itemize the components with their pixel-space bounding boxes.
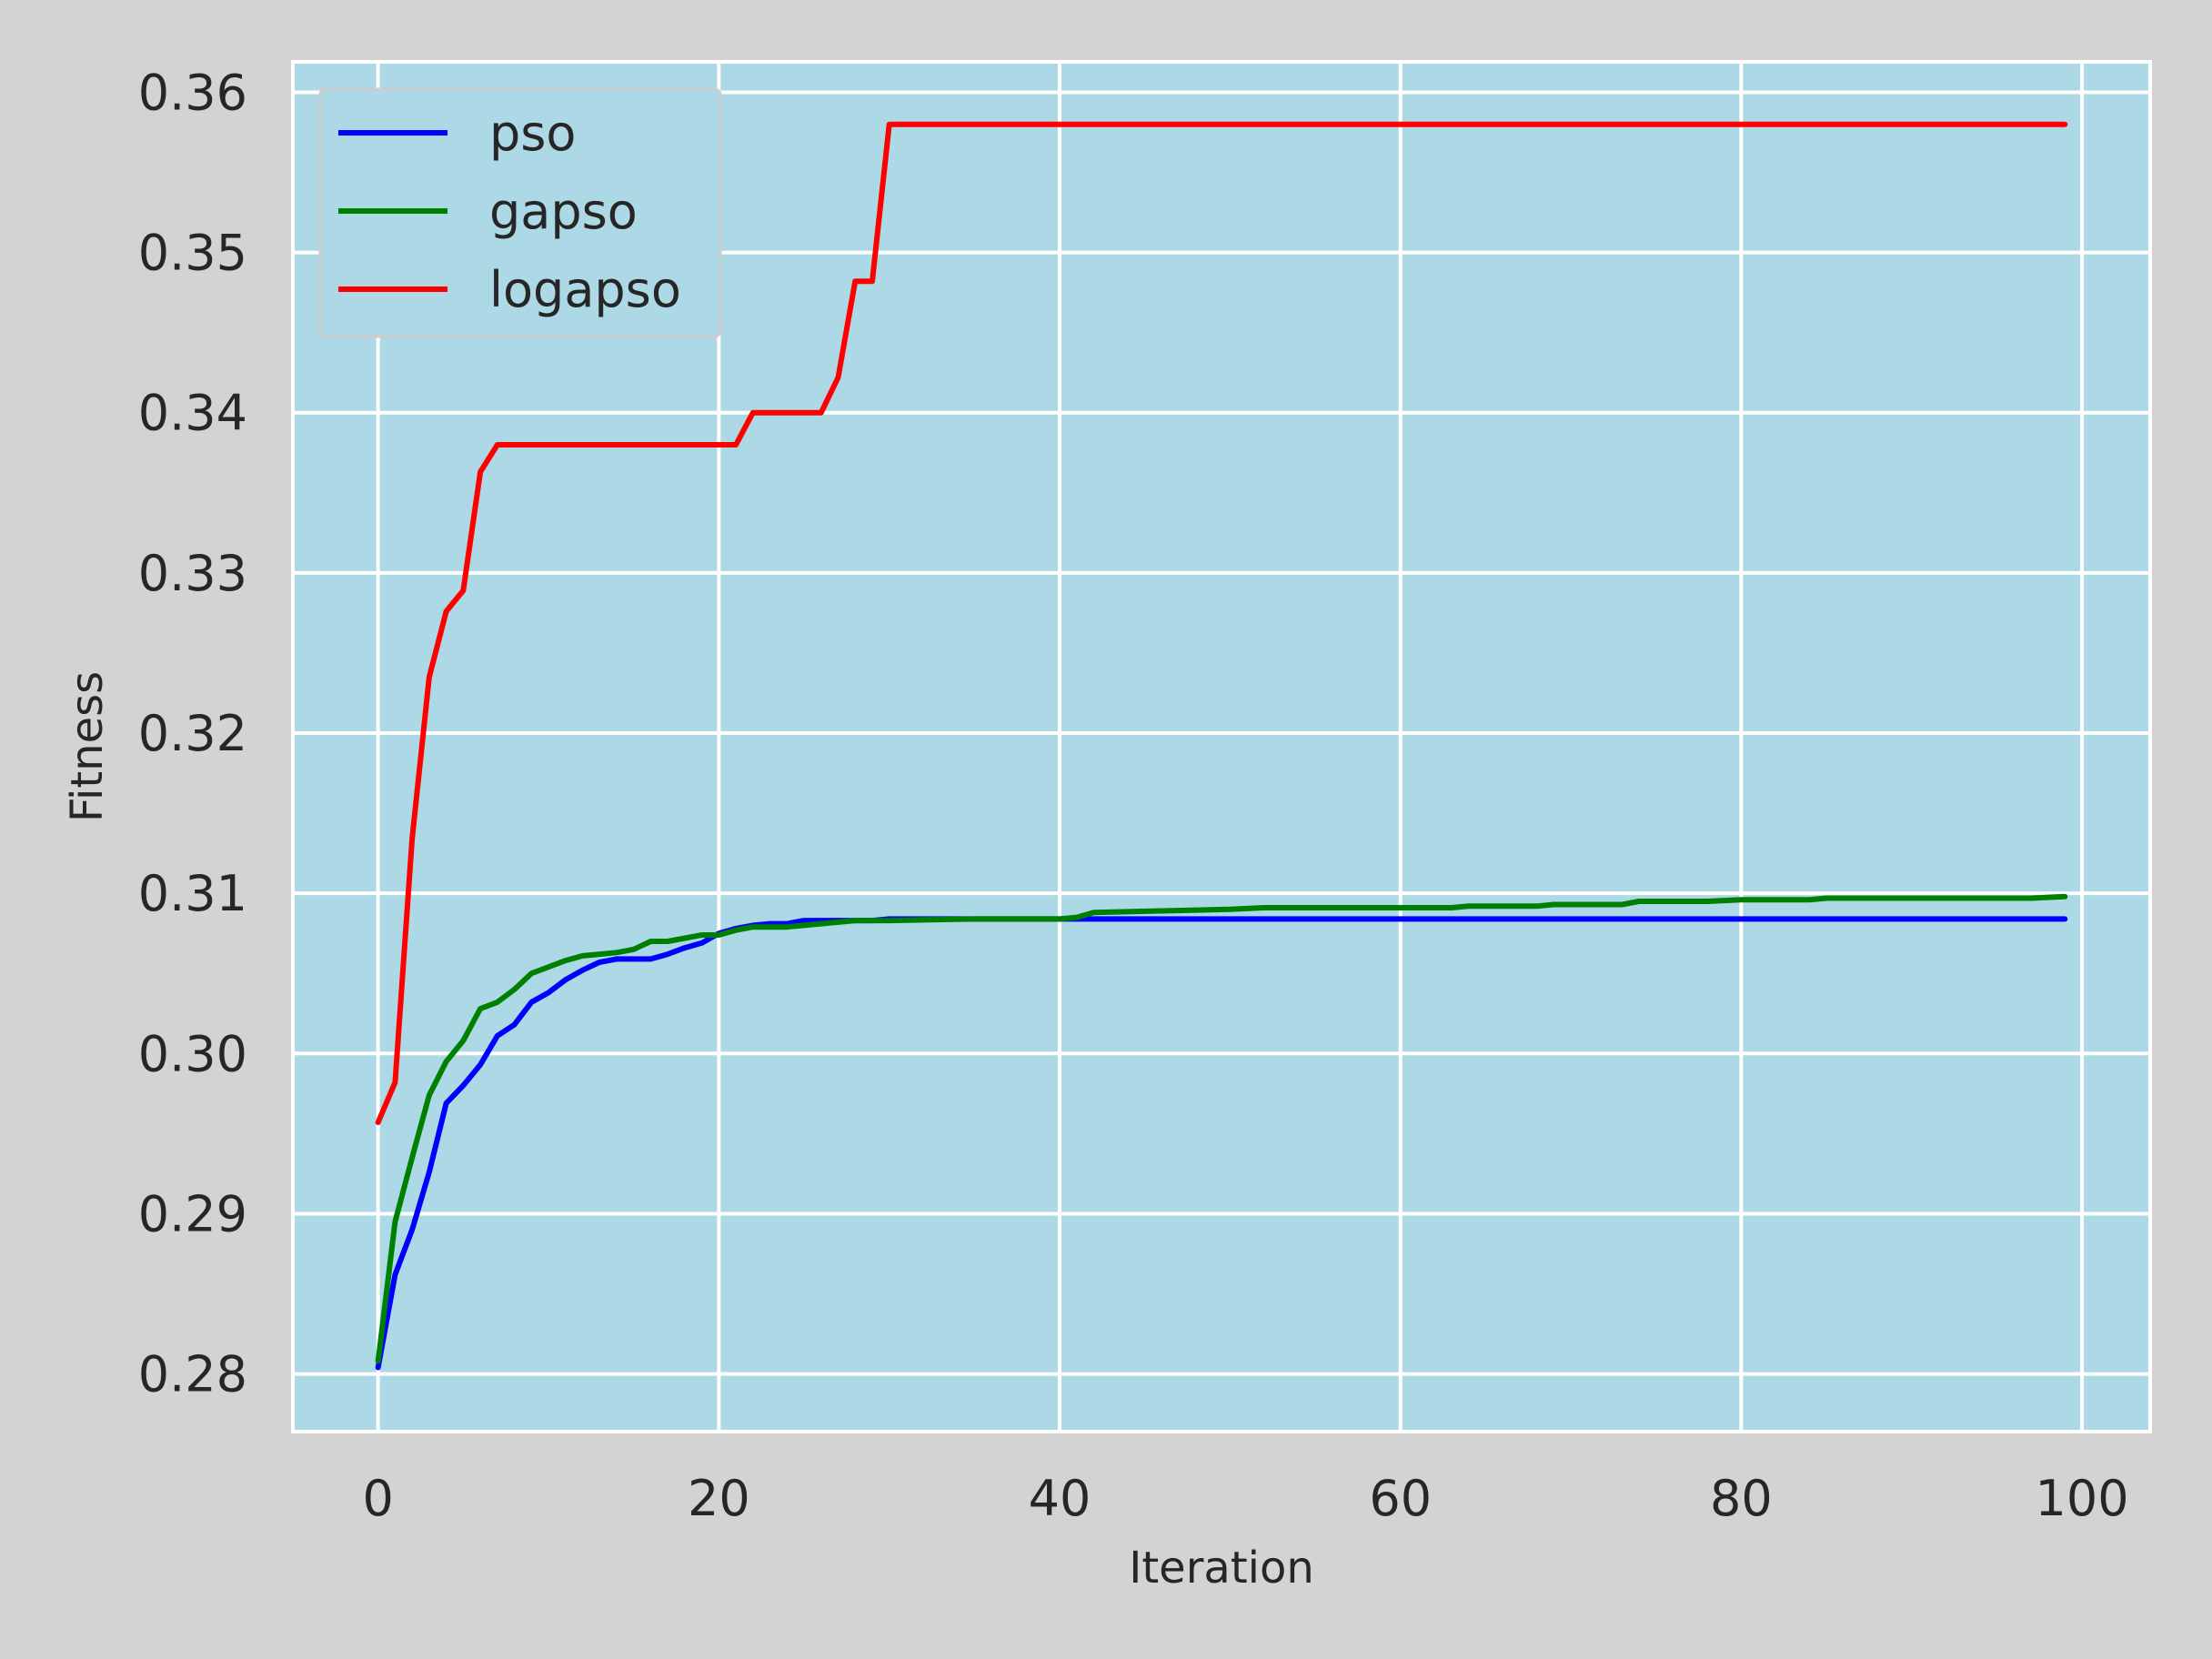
y-tick-label: 0.29: [138, 1185, 247, 1242]
x-tick-label: 20: [688, 1470, 750, 1527]
y-tick-label: 0.31: [138, 865, 247, 922]
plot-frame: [291, 60, 2152, 1433]
y-tick-label: 0.35: [138, 225, 247, 282]
y-tick-label: 0.32: [138, 705, 247, 762]
legend-label-gapso: gapso: [489, 183, 638, 240]
x-tick-label: 40: [1029, 1470, 1091, 1527]
y-tick-label: 0.36: [138, 64, 247, 121]
y-tick-label: 0.28: [138, 1346, 247, 1403]
x-tick-label: 100: [2036, 1470, 2129, 1527]
x-tick-label: 0: [362, 1470, 393, 1527]
series-lines: [375, 121, 2068, 1371]
x-axis-label: Iteration: [1129, 1543, 1314, 1594]
legend-label-pso: pso: [489, 105, 576, 162]
y-tick-label: 0.33: [138, 545, 247, 602]
grid-lines: [293, 62, 2150, 1432]
y-axis-label: Fitness: [62, 671, 113, 822]
y-tick-label: 0.34: [138, 385, 247, 442]
legend-label-logapso: logapso: [489, 261, 681, 318]
x-tick-label: 60: [1369, 1470, 1432, 1527]
legend: pso gapso logapso: [318, 87, 722, 338]
series-line-logapso: [375, 121, 2068, 1125]
legend-box: [318, 87, 722, 338]
y-tick-labels: 0.28 0.29 0.30 0.31 0.32 0.33 0.34 0.35 0.36: [138, 64, 247, 1403]
x-tick-labels: 0 20 40 60 80 100: [362, 1470, 2128, 1527]
series-line-gapso: [375, 893, 2068, 1364]
y-tick-label: 0.30: [138, 1025, 247, 1082]
series-line-pso: [375, 916, 2068, 1371]
x-tick-label: 80: [1710, 1470, 1773, 1527]
